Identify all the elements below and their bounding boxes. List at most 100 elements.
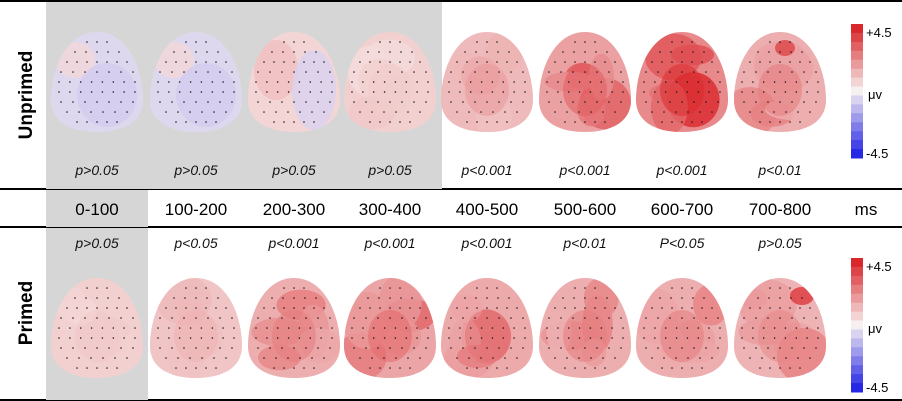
electrode-dots [448,287,526,369]
colorbar-unit-label: μv [868,87,882,102]
p-value-unprimed-700-800: p<0.01 [757,162,801,178]
colorbar-step [851,68,863,79]
time-unit-label: ms [855,200,878,219]
colorbar-max-label: +4.5 [866,25,892,40]
unprimed-p-values: p>0.05 p>0.05 p>0.05 p>0.05 p<0.001 p<0.… [74,162,801,178]
p-value-primed-500-600: p<0.01 [562,235,606,251]
scalp-map [636,278,728,378]
electrode-dots [546,41,624,123]
p-value-unprimed-500-600: p<0.001 [559,162,611,178]
colorbar-min-label: -4.5 [866,380,888,395]
colorbar-step [851,95,863,105]
colorbar-step [851,41,863,52]
colorbar-min-label: -4.5 [866,146,888,161]
electrode-dots [643,41,721,123]
scalp-map [734,278,826,378]
primed-p-values: p>0.05 p<0.05 p<0.001 p<0.001 p<0.001 p<… [74,235,801,251]
electrode-dots [546,287,624,369]
electrode-dots [448,41,526,123]
colorbar-step [851,293,863,304]
electrode-dots [351,41,429,123]
unprimed-topography-maps [51,32,826,132]
colorbar-step [851,104,863,114]
p-value-unprimed-400-500: p<0.001 [461,162,513,178]
electrode-dots [255,41,333,123]
time-window-0-100: 0-100 [75,200,118,219]
colorbar-step [851,113,863,123]
colorbar-step [851,329,863,339]
p-value-unprimed-600-700: p<0.001 [656,162,708,178]
electrode-dots [157,41,235,123]
colorbar-step [851,258,863,268]
colorbar-step [851,24,863,34]
colorbar-unit-label: μv [868,321,882,336]
colorbar-step [851,86,863,96]
colorbar-step [851,59,863,70]
p-value-primed-700-800: p>0.05 [757,235,801,251]
scalp-map [734,32,826,132]
scalp-map [248,278,340,378]
colorbar-step [851,32,863,43]
time-window-100-200: 100-200 [165,200,227,219]
scalp-map [344,278,436,378]
colorbar-step [851,347,863,357]
p-value-primed-400-500: p<0.001 [461,235,513,251]
p-value-unprimed-0-100: p>0.05 [74,162,118,178]
p-value-primed-0-100: p>0.05 [74,235,118,251]
scalp-map [51,278,143,378]
scalp-map [248,32,340,132]
scalp-map [636,32,728,132]
scalp-map [150,278,242,378]
time-window-700-800: 700-800 [749,200,811,219]
colorbar-step [851,302,863,313]
colorbar-step [851,365,863,375]
colorbar-step [851,311,863,321]
scalp-map [150,32,242,132]
colorbar-primed-labels: +4.5 μv -4.5 [866,259,892,395]
time-window-labels: 0-100 100-200 200-300 300-400 400-500 50… [75,200,877,219]
colorbar-step [851,374,863,384]
row-label-primed: Primed [16,281,37,345]
primed-topography-maps [51,278,826,378]
electrode-dots [351,287,429,369]
p-value-primed-600-700: P<0.05 [660,235,705,251]
colorbar-step [851,356,863,366]
time-window-300-400: 300-400 [359,200,421,219]
scalp-map [51,32,143,132]
scalp-map [441,32,533,132]
p-value-unprimed-200-300: p>0.05 [271,162,315,178]
colorbar-max-label: +4.5 [866,259,892,274]
colorbar-step [851,275,863,286]
colorbar-step [851,140,863,150]
electrode-dots [58,41,136,123]
p-value-unprimed-300-400: p>0.05 [367,162,411,178]
row-label-unprimed: Unprimed [16,51,37,140]
colorbar-step [851,149,863,159]
colorbar-step [851,320,863,330]
scalp-map [441,278,533,378]
scalp-map [539,278,631,378]
electrode-dots [741,41,819,123]
colorbar-step [851,284,863,295]
timeline-nonsignificant-region [46,190,148,227]
colorbar-step [851,131,863,141]
p-value-primed-200-300: p<0.001 [268,235,320,251]
colorbar-step [851,383,863,393]
colorbar-step [851,77,863,87]
colorbar-primed [851,258,863,393]
p-value-unprimed-100-200: p>0.05 [173,162,217,178]
electrode-dots [643,287,721,369]
colorbar-step [851,122,863,132]
p-value-primed-300-400: p<0.001 [364,235,416,251]
colorbar-step [851,266,863,277]
colorbar-step [851,338,863,348]
p-value-primed-100-200: p<0.05 [173,235,217,251]
scalp-map [539,32,631,132]
electrode-dots [255,287,333,369]
electrode-dots [157,287,235,369]
time-window-200-300: 200-300 [263,200,325,219]
colorbar-unprimed-labels: +4.5 μv -4.5 [866,25,892,161]
electrode-dots [741,287,819,369]
colorbar-step [851,50,863,61]
